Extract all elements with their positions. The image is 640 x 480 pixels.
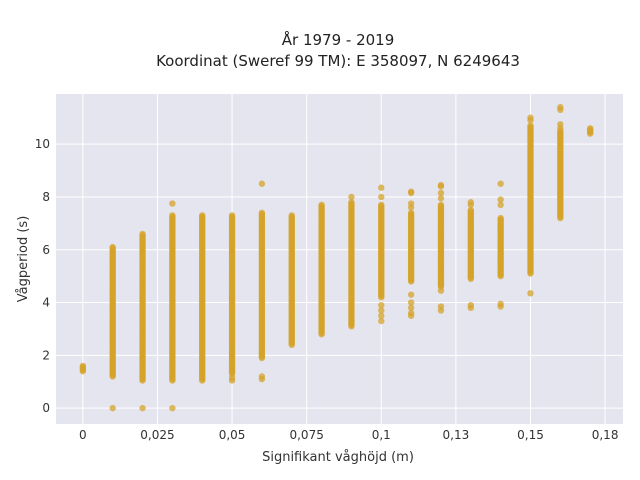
data-point [437, 201, 445, 209]
chart-title-line1: År 1979 - 2019 [282, 30, 395, 49]
data-column [467, 199, 475, 312]
data-point [258, 209, 266, 216]
data-point-outlier [527, 290, 534, 297]
data-column [318, 201, 325, 338]
data-point [497, 214, 504, 222]
data-column [407, 188, 415, 319]
data-point-outlier [437, 183, 445, 190]
data-point [467, 206, 475, 214]
data-point-outlier [467, 201, 475, 209]
data-point-outlier [497, 196, 504, 203]
x-tick-label: 0,075 [289, 428, 323, 442]
data-point [139, 230, 146, 238]
data-point-outlier [437, 189, 445, 197]
data-point-outlier [527, 117, 534, 124]
data-column [437, 181, 445, 314]
data-column [497, 180, 504, 310]
data-point-outlier [407, 189, 415, 197]
y-tick-label: 6 [42, 243, 50, 257]
data-point-outlier [557, 125, 564, 132]
chart-title-line2: Koordinat (Sweref 99 TM): E 358097, N 62… [156, 52, 520, 70]
data-point-outlier [378, 317, 385, 325]
data-point [378, 201, 385, 209]
data-column [169, 200, 176, 412]
data-column [586, 125, 594, 137]
data-column [139, 230, 146, 412]
x-tick-label: 0,13 [443, 428, 470, 442]
data-point-outlier [407, 204, 415, 211]
data-point-outlier [258, 373, 266, 380]
data-point-outlier [169, 200, 176, 207]
x-tick-label: 0,025 [140, 428, 174, 442]
data-point [109, 243, 116, 251]
x-tick-label: 0,15 [517, 428, 544, 442]
data-point-outlier [437, 287, 445, 294]
y-tick-label: 8 [42, 190, 50, 204]
data-point-outlier [407, 291, 415, 298]
data-column [288, 212, 295, 348]
data-point-outlier [169, 404, 176, 412]
x-tick-label: 0 [79, 428, 87, 442]
data-point-outlier [378, 193, 385, 201]
data-point [228, 212, 236, 219]
data-point-outlier [378, 302, 385, 309]
data-point-outlier [407, 312, 415, 319]
data-point [348, 199, 355, 206]
data-point [318, 201, 325, 209]
data-point-outlier [407, 304, 415, 312]
data-column [228, 212, 236, 384]
y-tick-label: 10 [35, 137, 50, 151]
data-point-outlier [497, 303, 504, 310]
y-tick-label: 0 [42, 401, 50, 415]
data-column [557, 104, 564, 222]
y-axis-ticks: 0 2 4 6 8 10 [35, 137, 50, 415]
data-column [79, 362, 87, 375]
data-point-outlier [378, 312, 385, 319]
data-column [378, 184, 385, 325]
data-point-outlier [378, 184, 385, 191]
data-point-outlier [139, 404, 146, 412]
x-axis-ticks: 0 0,025 0,05 0,075 0,1 0,13 0,15 0,18 [79, 428, 618, 442]
data-point-outlier [437, 307, 445, 314]
data-column [258, 180, 266, 383]
data-point-outlier [228, 374, 236, 381]
data-point [288, 212, 295, 219]
data-points [79, 104, 594, 412]
data-point-outlier [407, 299, 415, 306]
data-point-outlier [348, 193, 355, 201]
data-point [527, 122, 534, 129]
x-axis-label: Signifikant våghöjd (m) [262, 450, 414, 465]
data-point-outlier [437, 195, 445, 202]
data-point-outlier [378, 307, 385, 314]
data-point-outlier [109, 404, 116, 412]
data-column [109, 243, 116, 412]
x-tick-label: 0,1 [372, 428, 391, 442]
data-point [199, 212, 206, 219]
data-point-outlier [557, 106, 564, 114]
y-tick-label: 4 [42, 296, 50, 310]
x-tick-label: 0,18 [592, 428, 619, 442]
data-point-outlier [497, 201, 504, 209]
y-axis-label: Vågperiod (s) [16, 216, 31, 303]
data-point [407, 209, 415, 216]
data-point [586, 125, 594, 132]
data-point [79, 362, 87, 370]
data-column [199, 212, 206, 384]
data-point-outlier [258, 180, 266, 187]
data-column [348, 193, 355, 330]
y-tick-label: 2 [42, 348, 50, 362]
data-point [169, 212, 176, 219]
data-column [527, 114, 534, 297]
data-point-outlier [497, 180, 504, 187]
x-tick-label: 0,05 [219, 428, 246, 442]
data-point-outlier [467, 304, 475, 312]
